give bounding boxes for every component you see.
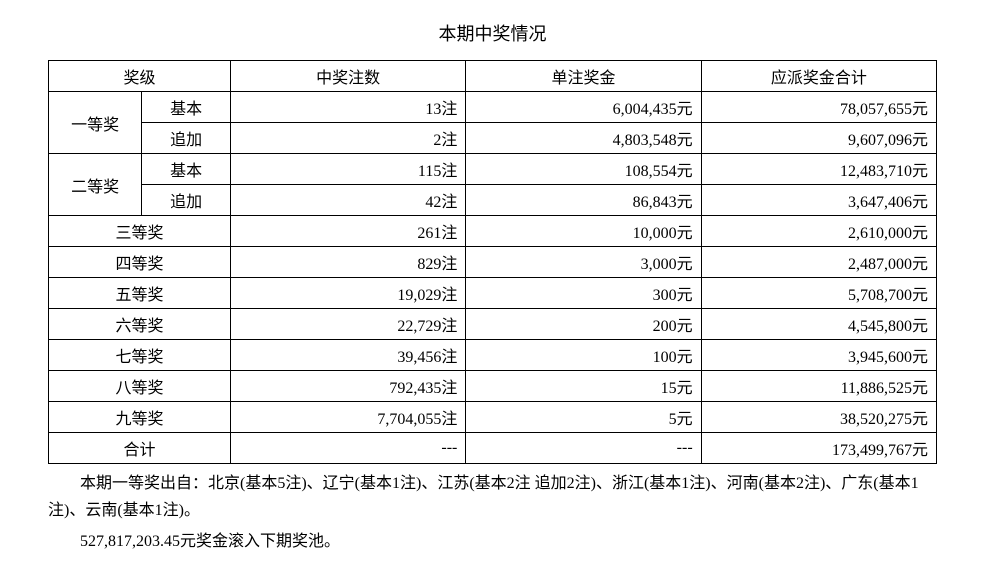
table-row: 二等奖 基本 115注 108,554元 12,483,710元: [49, 154, 937, 185]
table-row: 五等奖 19,029注 300元 5,708,700元: [49, 278, 937, 309]
cell-count: 19,029注: [231, 278, 466, 309]
table-row: 八等奖 792,435注 15元 11,886,525元: [49, 371, 937, 402]
prize-table: 奖级 中奖注数 单注奖金 应派奖金合计 一等奖 基本 13注 6,004,435…: [48, 60, 937, 464]
table-row: 六等奖 22,729注 200元 4,545,800元: [49, 309, 937, 340]
cell-level: 三等奖: [49, 216, 231, 247]
cell-total: 5,708,700元: [701, 278, 936, 309]
cell-count: 261注: [231, 216, 466, 247]
cell-unit: 10,000元: [466, 216, 701, 247]
cell-total: 3,945,600元: [701, 340, 936, 371]
cell-total: 2,610,000元: [701, 216, 936, 247]
cell-total: 12,483,710元: [701, 154, 936, 185]
cell-total: 78,057,655元: [701, 92, 936, 123]
cell-level: 六等奖: [49, 309, 231, 340]
cell-level: 九等奖: [49, 402, 231, 433]
cell-count: 2注: [231, 123, 466, 154]
cell-unit: 6,004,435元: [466, 92, 701, 123]
cell-unit: 5元: [466, 402, 701, 433]
cell-count: 7,704,055注: [231, 402, 466, 433]
cell-level: 七等奖: [49, 340, 231, 371]
cell-unit: 200元: [466, 309, 701, 340]
table-row: 四等奖 829注 3,000元 2,487,000元: [49, 247, 937, 278]
cell-level: 一等奖: [49, 92, 142, 154]
cell-count: ---: [231, 433, 466, 464]
table-row: 三等奖 261注 10,000元 2,610,000元: [49, 216, 937, 247]
cell-unit: 15元: [466, 371, 701, 402]
table-row: 九等奖 7,704,055注 5元 38,520,275元: [49, 402, 937, 433]
cell-total: 4,545,800元: [701, 309, 936, 340]
cell-unit: 100元: [466, 340, 701, 371]
cell-count: 829注: [231, 247, 466, 278]
page-title: 本期中奖情况: [48, 20, 937, 46]
table-row: 追加 42注 86,843元 3,647,406元: [49, 185, 937, 216]
cell-count: 22,729注: [231, 309, 466, 340]
cell-count: 792,435注: [231, 371, 466, 402]
cell-count: 39,456注: [231, 340, 466, 371]
cell-unit: ---: [466, 433, 701, 464]
cell-unit: 300元: [466, 278, 701, 309]
table-row: 七等奖 39,456注 100元 3,945,600元: [49, 340, 937, 371]
cell-total: 2,487,000元: [701, 247, 936, 278]
cell-count: 42注: [231, 185, 466, 216]
cell-sub: 追加: [142, 123, 231, 154]
cell-level: 八等奖: [49, 371, 231, 402]
table-row: 追加 2注 4,803,548元 9,607,096元: [49, 123, 937, 154]
table-row-sum: 合计 --- --- 173,499,767元: [49, 433, 937, 464]
cell-total: 173,499,767元: [701, 433, 936, 464]
cell-total: 9,607,096元: [701, 123, 936, 154]
footnote-rollover: 527,817,203.45元奖金滚入下期奖池。: [48, 528, 937, 555]
cell-sub: 基本: [142, 154, 231, 185]
th-count: 中奖注数: [231, 61, 466, 92]
cell-level: 五等奖: [49, 278, 231, 309]
th-total: 应派奖金合计: [701, 61, 936, 92]
cell-unit: 108,554元: [466, 154, 701, 185]
cell-unit: 3,000元: [466, 247, 701, 278]
cell-count: 13注: [231, 92, 466, 123]
cell-unit: 4,803,548元: [466, 123, 701, 154]
cell-total: 38,520,275元: [701, 402, 936, 433]
cell-total: 3,647,406元: [701, 185, 936, 216]
table-row: 一等奖 基本 13注 6,004,435元 78,057,655元: [49, 92, 937, 123]
footnote-winners: 本期一等奖出自：北京(基本5注)、辽宁(基本1注)、江苏(基本2注 追加2注)、…: [48, 470, 937, 524]
cell-sub: 追加: [142, 185, 231, 216]
th-unit: 单注奖金: [466, 61, 701, 92]
table-header-row: 奖级 中奖注数 单注奖金 应派奖金合计: [49, 61, 937, 92]
footnotes: 本期一等奖出自：北京(基本5注)、辽宁(基本1注)、江苏(基本2注 追加2注)、…: [48, 470, 937, 556]
cell-unit: 86,843元: [466, 185, 701, 216]
cell-total: 11,886,525元: [701, 371, 936, 402]
cell-level: 合计: [49, 433, 231, 464]
cell-count: 115注: [231, 154, 466, 185]
th-level: 奖级: [49, 61, 231, 92]
cell-level: 二等奖: [49, 154, 142, 216]
cell-level: 四等奖: [49, 247, 231, 278]
cell-sub: 基本: [142, 92, 231, 123]
